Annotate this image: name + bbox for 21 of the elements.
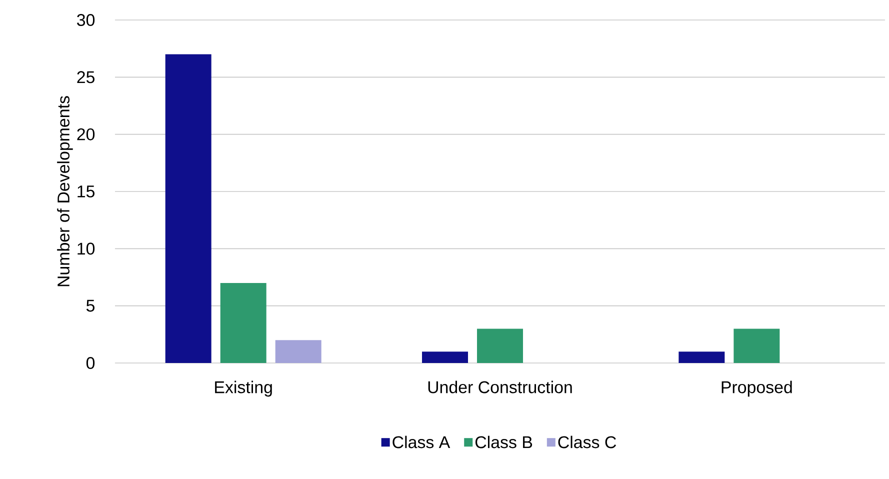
y-tick-label: 10 <box>78 242 95 255</box>
bar <box>477 328 524 363</box>
y-tick-label: 15 <box>78 186 94 198</box>
y-tick-label: 25 <box>77 71 94 84</box>
bar <box>220 282 266 363</box>
bar <box>678 352 725 363</box>
y-tick-label: 0 <box>86 357 95 369</box>
bar <box>422 352 468 363</box>
bar <box>275 340 322 363</box>
legend-label: Class C <box>558 436 616 448</box>
x-tick-label: Existing <box>215 380 272 397</box>
bar <box>165 54 212 363</box>
bar <box>734 328 780 363</box>
y-tick-label: 30 <box>77 14 95 26</box>
legend-label: Class A <box>392 436 450 448</box>
x-tick-label: Proposed <box>722 380 792 397</box>
x-tick-label: Under Construction <box>428 380 572 394</box>
y-axis-title: Number of Developments <box>57 96 73 286</box>
y-tick-label: 20 <box>77 128 95 140</box>
legend-label: Class B <box>475 436 532 448</box>
y-tick-label: 5 <box>86 300 94 312</box>
